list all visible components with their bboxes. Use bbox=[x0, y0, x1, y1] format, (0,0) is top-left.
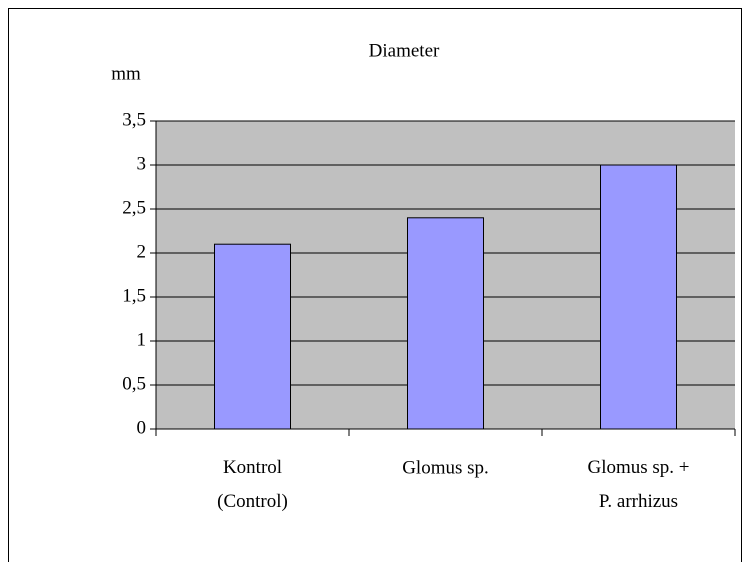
y-tick-label: 2 bbox=[137, 241, 147, 262]
x-tick-label: Glomus sp. bbox=[402, 457, 489, 478]
y-tick-label: 1 bbox=[137, 329, 147, 350]
chart-title: Diameter bbox=[369, 40, 440, 61]
bar bbox=[600, 164, 677, 430]
y-tick-label: 0 bbox=[137, 417, 147, 438]
y-tick-label: 0,5 bbox=[122, 373, 146, 394]
y-tick-label: 3,5 bbox=[122, 109, 146, 130]
bar bbox=[407, 217, 484, 430]
x-tick-label: Kontrol (Control) bbox=[217, 457, 288, 512]
x-tick-label: Glomus sp. + P. arrhizus bbox=[587, 457, 689, 512]
y-axis-label: mm bbox=[111, 63, 141, 84]
y-tick-label: 1,5 bbox=[122, 285, 146, 306]
y-tick-label: 2,5 bbox=[122, 197, 146, 218]
y-tick-label: 3 bbox=[137, 153, 147, 174]
bar bbox=[214, 243, 291, 430]
